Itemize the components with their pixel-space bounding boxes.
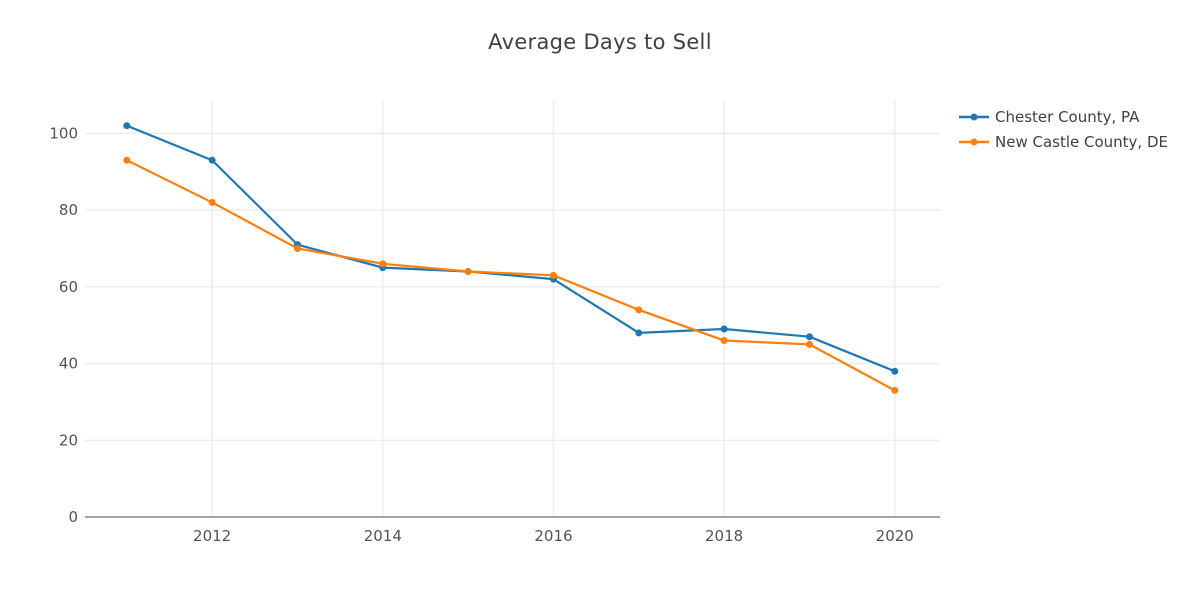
chart-title: Average Days to Sell (488, 30, 712, 54)
legend-line-marker-icon (959, 113, 989, 120)
data-point-marker[interactable] (464, 267, 472, 275)
legend-item[interactable]: New Castle County, DE (958, 131, 1168, 152)
series-line (126, 124, 896, 373)
y-tick-label: 20 (59, 431, 78, 449)
legend: Chester County, PA New Castle County, DE (958, 106, 1168, 152)
y-tick-label: 100 (49, 124, 78, 142)
y-tick-label: 60 (59, 278, 78, 296)
legend-line-marker-icon (959, 138, 989, 145)
legend-item-label: Chester County, PA (995, 107, 1140, 126)
data-point-marker[interactable] (549, 271, 557, 279)
data-point-marker[interactable] (208, 156, 216, 164)
x-tick-label: 2018 (705, 527, 743, 545)
data-point-marker[interactable] (635, 329, 643, 337)
data-point-marker[interactable] (123, 156, 131, 164)
x-tick-label: 2012 (193, 527, 231, 545)
data-point-marker[interactable] (805, 333, 813, 341)
y-tick-label: 0 (68, 508, 78, 526)
data-point-marker[interactable] (635, 306, 643, 314)
data-point-marker[interactable] (293, 244, 301, 252)
data-point-marker[interactable] (208, 198, 216, 206)
legend-item[interactable]: Chester County, PA (958, 106, 1168, 127)
data-point-marker[interactable] (720, 325, 728, 333)
data-point-marker[interactable] (891, 386, 899, 394)
data-point-marker[interactable] (123, 122, 131, 130)
data-point-marker[interactable] (805, 340, 813, 348)
x-tick-label: 2016 (534, 527, 572, 545)
data-point-marker[interactable] (891, 367, 899, 375)
x-tick-label: 2020 (876, 527, 914, 545)
y-tick-label: 80 (59, 201, 78, 219)
y-tick-label: 40 (59, 355, 78, 373)
data-point-marker[interactable] (379, 260, 387, 268)
data-point-marker[interactable] (720, 337, 728, 345)
x-tick-label: 2014 (364, 527, 402, 545)
series-line (126, 159, 896, 392)
legend-item-label: New Castle County, DE (995, 132, 1168, 151)
